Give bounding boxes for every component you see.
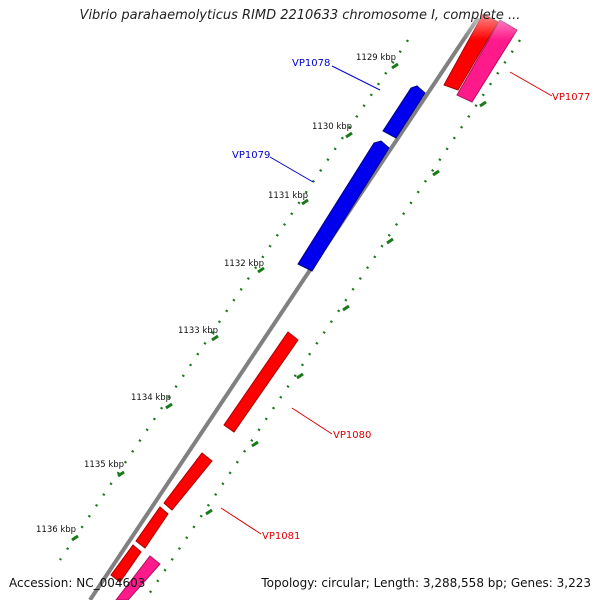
chromosome-axis: [88, 16, 480, 602]
accession-label: Accession: NC_004603: [9, 576, 146, 590]
kbp-label: 1136 kbp: [36, 525, 76, 535]
gene-label-vp1081: VP1081: [262, 531, 300, 542]
gene-label-vp1079: VP1079: [232, 150, 270, 161]
gene-vp1080[interactable]: [223, 331, 299, 433]
map-title: Vibrio parahaemolyticus RIMD 2210633 chr…: [79, 8, 521, 23]
kbp-labels: 1129 kbp 1130 kbp 1131 kbp 1132 kbp 1133…: [36, 53, 396, 535]
topology-label: Topology: circular; Length: 3,288,558 bp…: [261, 576, 591, 590]
kbp-label: 1135 kbp: [84, 460, 124, 470]
gene-vp1078[interactable]: [382, 85, 426, 139]
gene-vp1079[interactable]: [297, 140, 390, 272]
kbp-label: 1129 kbp: [356, 53, 396, 63]
gene-vp1081[interactable]: [110, 452, 213, 601]
kbp-label: 1134 kbp: [131, 393, 171, 403]
kbp-label: 1130 kbp: [312, 122, 352, 132]
gene-label-vp1077: VP1077: [552, 92, 590, 103]
major-ticks: [71, 62, 487, 542]
gene-labels: VP1078 VP1079 VP1077 VP1080 VP1081: [220, 58, 590, 542]
gene-label-vp1078: VP1078: [292, 58, 330, 69]
gene-label-vp1080: VP1080: [333, 430, 371, 441]
kbp-label: 1132 kbp: [224, 259, 264, 269]
kbp-label: 1133 kbp: [178, 326, 218, 336]
outer-tick-track-left: [59, 39, 409, 561]
kbp-label: 1131 kbp: [268, 191, 308, 201]
